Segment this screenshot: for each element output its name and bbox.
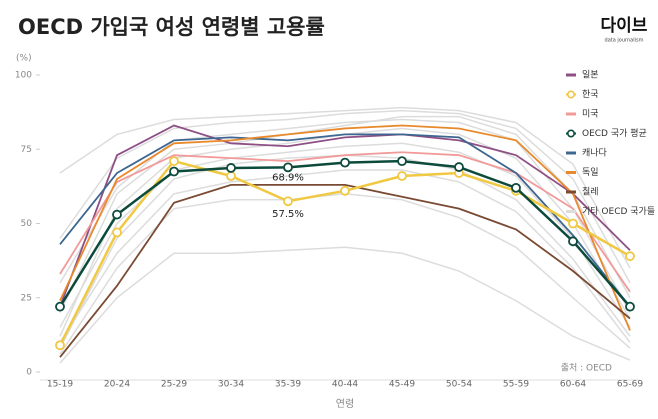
x-tick-label: 60-64	[560, 380, 586, 390]
y-tick-label: 50	[21, 219, 33, 229]
point	[454, 162, 464, 172]
legend-label: 일본	[582, 70, 599, 81]
legend-label: 기타 OECD 국가들	[582, 206, 655, 217]
y-tick-label: 25	[21, 293, 32, 303]
data-label: 57.5%	[272, 209, 304, 220]
point	[340, 157, 350, 168]
x-tick-label: 30-34	[218, 380, 244, 390]
point	[397, 156, 407, 167]
series-line	[59, 151, 631, 293]
point	[55, 340, 65, 351]
point	[169, 156, 179, 167]
other-line	[59, 109, 631, 284]
legend-label: 한국	[582, 89, 599, 100]
x-tick-label: 20-24	[104, 380, 130, 390]
legend-label: 캐나다	[582, 148, 608, 159]
point	[625, 251, 635, 262]
series-line	[59, 183, 631, 358]
point	[511, 182, 521, 193]
point	[340, 185, 350, 196]
y-tick-label: 75	[21, 145, 32, 155]
point	[568, 218, 578, 229]
logo-sub: data journalism	[605, 38, 644, 44]
x-tick-label: 45-49	[389, 380, 415, 390]
legend-label: 칠레	[582, 187, 599, 198]
legend-marker	[566, 90, 575, 99]
other-line	[59, 142, 631, 328]
point	[226, 171, 236, 181]
point	[169, 166, 179, 177]
source: 출처 : OECD	[561, 362, 612, 374]
series-line	[59, 124, 631, 307]
x-tick-label: 40-44	[332, 380, 358, 390]
series-line	[59, 124, 631, 331]
x-tick-label: 25-29	[161, 380, 187, 390]
point	[283, 162, 293, 173]
y-tick-label: 100	[15, 71, 32, 81]
series-line	[59, 133, 631, 308]
point	[397, 171, 407, 181]
point	[55, 301, 65, 312]
x-tick-label: 15-19	[47, 380, 73, 390]
point	[283, 196, 293, 207]
other-line	[59, 169, 631, 343]
chart-title: OECD 가입국 여성 연령별 고용률	[18, 15, 325, 39]
point	[112, 209, 122, 220]
x-tick-label: 50-54	[446, 380, 472, 390]
point	[112, 227, 122, 238]
legend-marker	[566, 129, 575, 138]
legend-label: OECD 국가 평균	[582, 128, 647, 139]
point	[568, 236, 578, 247]
logo: 다이브	[601, 16, 648, 36]
legend-label: 독일	[582, 167, 599, 178]
other-line	[59, 193, 631, 355]
x-tick-label: 65-69	[617, 380, 643, 390]
other-line	[59, 106, 631, 269]
point	[625, 301, 635, 312]
x-tick-label: 55-59	[503, 380, 529, 390]
other-line	[59, 246, 631, 364]
y-unit: (%)	[16, 54, 32, 64]
legend-label: 미국	[582, 109, 599, 120]
point	[226, 163, 236, 173]
data-label: 68.9%	[272, 172, 304, 183]
y-tick-label: 0	[26, 368, 32, 378]
x-axis-label: 연령	[336, 398, 354, 410]
x-tick-label: 35-39	[275, 380, 301, 390]
